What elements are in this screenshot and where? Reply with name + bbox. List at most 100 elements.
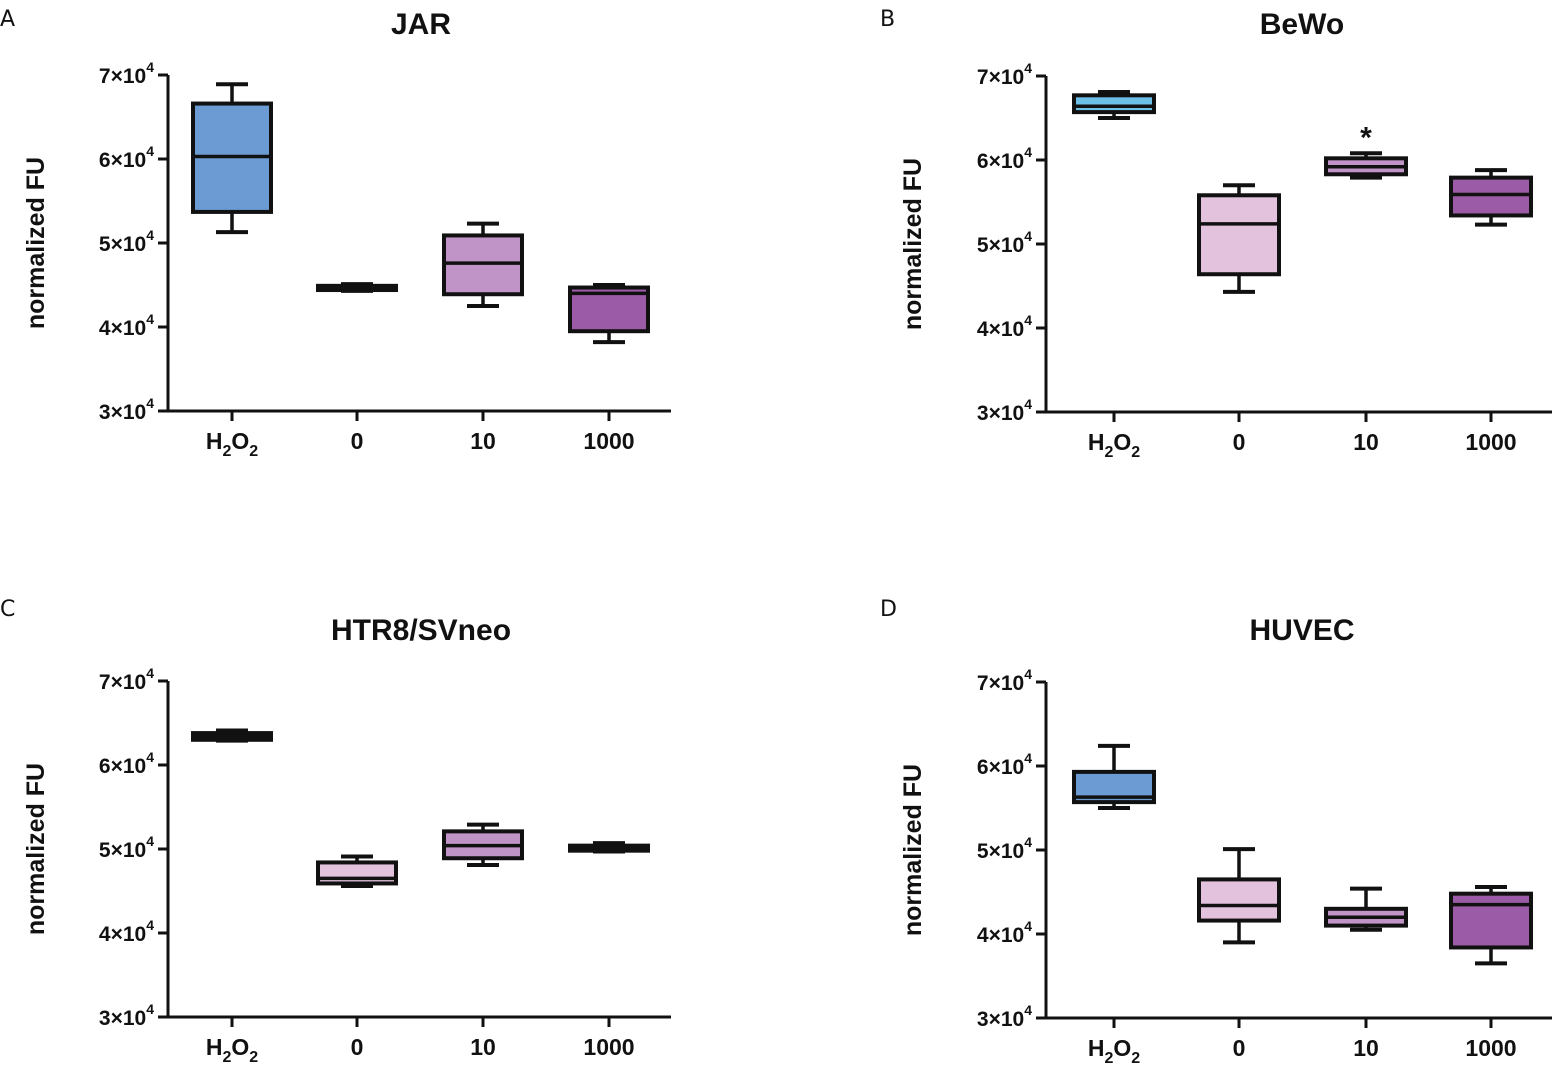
category-text: 10 [1353,429,1379,455]
box-3 [1449,884,1533,1028]
chart-title: HTR8/SVneo [331,614,511,647]
x-category-label: H2O2 [1088,429,1140,461]
y-tick-mantissa: 6×10 [99,149,146,172]
category-subscript: 2 [222,443,231,460]
category-text: 1000 [1465,429,1516,455]
box-0 [1072,743,1156,1028]
category-subscript: 2 [1131,1050,1140,1065]
category-text: O [231,428,249,454]
y-tick-exponent: 4 [1024,834,1032,850]
y-tick-label: 6×104 [977,750,1032,779]
box-2 [442,822,524,1027]
box-3 [568,841,650,1027]
category-text: H [1088,1035,1105,1061]
y-tick-mantissa: 5×10 [99,839,146,862]
y-tick-mantissa: 4×10 [99,317,146,340]
x-category-label: 1000 [583,428,634,454]
x-category-label: 10 [470,428,496,454]
y-tick-mantissa: 3×10 [99,401,146,424]
category-text: O [1113,1035,1131,1061]
y-tick-exponent: 4 [1024,60,1032,76]
y-tick-exponent: 4 [1024,312,1032,328]
y-axis-label: normalized FU [899,764,927,936]
significance-marker: * [1360,121,1372,154]
box-0 [191,82,273,421]
y-tick-exponent: 4 [146,749,154,765]
y-tick-exponent: 4 [1024,144,1032,160]
y-tick-mantissa: 5×10 [977,840,1024,863]
y-tick-mantissa: 7×10 [977,66,1024,89]
y-tick-mantissa: 4×10 [977,318,1024,341]
x-category-label: 0 [1233,1035,1246,1061]
y-tick-exponent: 4 [146,59,154,75]
category-text: 0 [1233,429,1246,455]
box-0 [1072,89,1156,422]
category-text: 1000 [583,1034,634,1060]
y-tick-label: 4×104 [977,312,1032,341]
category-subscript: 2 [222,1049,231,1065]
y-tick-mantissa: 6×10 [977,756,1024,779]
category-text: 1000 [1465,1035,1516,1061]
box-body [1197,877,1281,923]
x-category-label: 10 [1353,429,1379,455]
chart-title: BeWo [1260,8,1344,41]
category-subscript: 2 [1131,444,1140,461]
y-tick-label: 7×104 [99,59,154,88]
box-body [1072,93,1156,115]
panel-letter: A [0,7,15,32]
y-tick-mantissa: 4×10 [99,923,146,946]
y-tick-exponent: 4 [1024,228,1032,244]
y-tick-mantissa: 3×10 [977,402,1024,425]
y-tick-label: 5×104 [977,834,1032,863]
y-tick-mantissa: 5×10 [977,234,1024,257]
category-text: 10 [1353,1035,1379,1061]
y-tick-label: 5×104 [977,228,1032,257]
category-subscript: 2 [249,1049,258,1065]
y-tick-exponent: 4 [146,917,154,933]
category-subscript: 2 [1104,444,1113,461]
y-tick-exponent: 4 [1024,396,1032,412]
y-tick-label: 4×104 [99,311,154,340]
box-2 [442,221,524,421]
y-tick-mantissa: 7×10 [99,65,146,88]
y-tick-label: 4×104 [977,918,1032,947]
y-tick-label: 3×104 [977,1002,1032,1031]
category-text: 0 [351,1034,364,1060]
y-tick-mantissa: 3×10 [99,1007,146,1030]
y-tick-label: 7×104 [977,60,1032,89]
category-text: 0 [1233,1035,1246,1061]
x-category-label: H2O2 [206,1034,258,1065]
box-body [1449,175,1533,218]
box-2 [1324,151,1408,422]
box-3 [1449,168,1533,422]
y-tick-mantissa: 3×10 [977,1008,1024,1031]
y-tick-label: 7×104 [977,666,1032,695]
panel-letter: D [880,597,897,622]
box-1 [316,854,398,1027]
y-tick-mantissa: 6×10 [977,150,1024,173]
x-category-label: 1000 [583,1034,634,1060]
category-text: O [1113,429,1131,455]
y-tick-exponent: 4 [146,227,154,243]
y-tick-label: 3×104 [99,1001,154,1030]
category-text: H [1088,429,1105,455]
y-tick-label: 5×104 [99,833,154,862]
y-axis-label: normalized FU [22,763,50,935]
x-category-label: H2O2 [1088,1035,1140,1065]
y-tick-label: 6×104 [99,143,154,172]
y-tick-label: 6×104 [99,749,154,778]
panel-letter: B [880,7,895,32]
y-tick-exponent: 4 [146,143,154,159]
category-text: 10 [470,428,496,454]
y-tick-exponent: 4 [1024,1002,1032,1018]
x-category-label: 1000 [1465,429,1516,455]
y-tick-mantissa: 6×10 [99,755,146,778]
category-text: 0 [351,428,364,454]
panel-letter: C [0,597,15,622]
box-2 [1324,886,1408,1028]
x-category-label: 0 [1233,429,1246,455]
